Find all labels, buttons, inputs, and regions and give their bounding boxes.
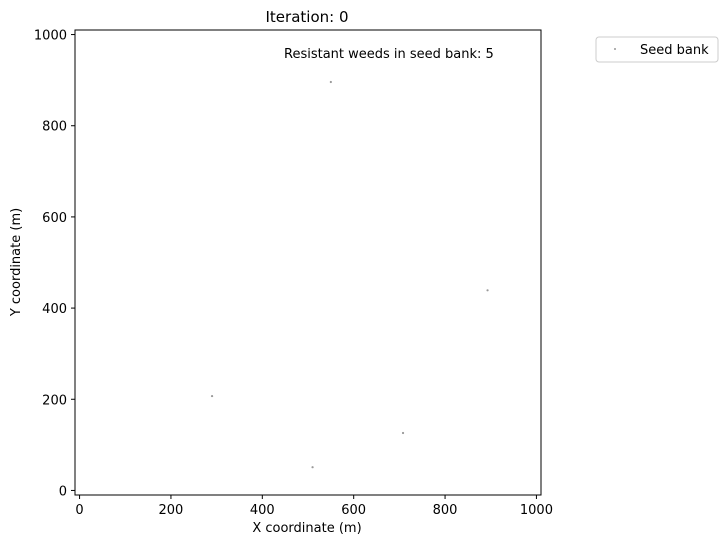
x-tick-label: 1000 xyxy=(520,503,553,518)
y-tick-label: 800 xyxy=(42,120,67,135)
x-tick-label: 200 xyxy=(159,503,184,518)
plot-area xyxy=(74,29,542,496)
x-tick-label: 600 xyxy=(341,503,366,518)
seed-point xyxy=(311,466,314,469)
chart-title: Iteration: 0 xyxy=(266,8,349,26)
y-tick-label: 200 xyxy=(42,393,67,408)
legend: Seed bank xyxy=(595,36,719,63)
x-tick-label: 800 xyxy=(433,503,458,518)
legend-label: Seed bank xyxy=(640,43,709,58)
seed-point xyxy=(401,431,405,435)
legend-box xyxy=(595,36,719,63)
x-tick-label: 0 xyxy=(75,503,83,518)
scatter-points xyxy=(210,80,489,469)
y-tick-label: 1000 xyxy=(34,29,67,44)
y-tick-label: 600 xyxy=(42,211,67,226)
y-tick-label: 0 xyxy=(59,484,67,499)
seed-point xyxy=(329,80,332,84)
y-tick-label: 400 xyxy=(42,302,67,317)
y-axis-ticks: 0 200 400 600 800 1000 xyxy=(34,29,75,499)
x-axis-label: X coordinate (m) xyxy=(252,521,361,536)
x-tick-label: 400 xyxy=(250,503,275,518)
seed-point xyxy=(486,289,489,292)
x-axis-ticks: 0 200 400 600 800 1000 xyxy=(75,495,553,518)
annotation: Resistant weeds in seed bank: 5 xyxy=(284,47,494,62)
legend-marker xyxy=(614,48,616,50)
seed-point xyxy=(210,394,214,398)
y-axis-label: Y coordinate (m) xyxy=(9,208,24,317)
